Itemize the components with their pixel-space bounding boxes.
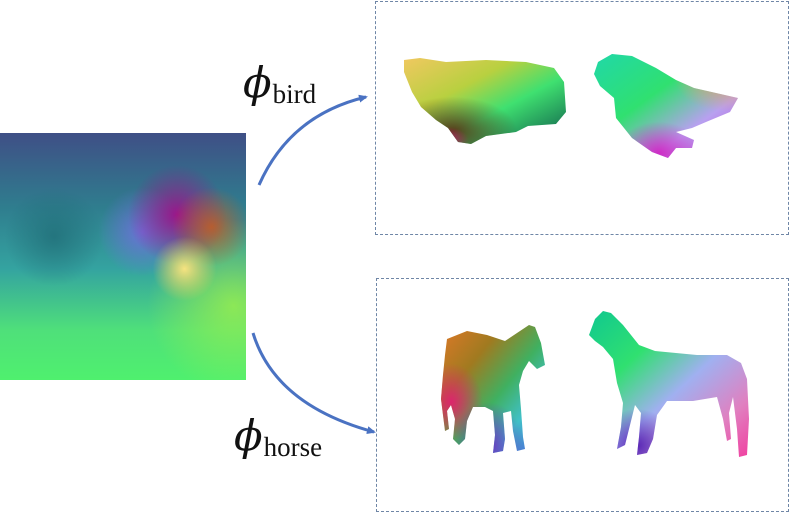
horse-panel [376,278,789,512]
arrow-to-bird [257,94,368,186]
phi-horse-label: ϕhorse [234,415,322,461]
phi-bird-label: ϕbird [243,62,316,108]
horse-subscript: horse [263,432,323,462]
horse-render-right [589,311,749,457]
horse-renders [441,311,749,457]
bird-panel [375,1,789,235]
bird-render-right [594,54,738,158]
phi-symbol: ϕ [243,58,272,107]
horse-render-left [441,325,545,453]
bird-renders [404,54,738,158]
bird-subscript: bird [272,79,317,109]
uv-texture-map [0,133,246,380]
arrow-to-horse [251,332,376,435]
bird-render-left [404,58,566,144]
phi-symbol: ϕ [234,411,263,460]
